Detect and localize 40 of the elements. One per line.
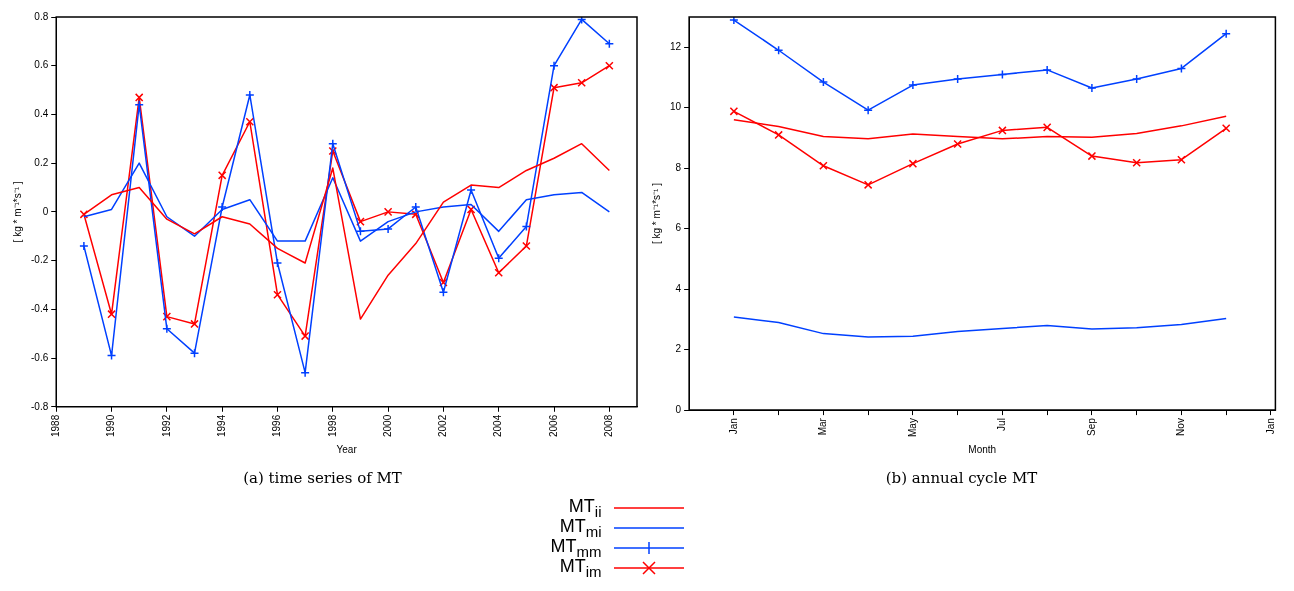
y-axis-title: [ kg * m⁻¹*s⁻¹ ] xyxy=(650,182,662,245)
x-tick-label: Mar xyxy=(817,417,829,436)
y-tick-label: 0.4 xyxy=(34,108,49,120)
y-tick-label: 0 xyxy=(675,403,682,415)
y-tick-label: 0.6 xyxy=(34,59,49,71)
y-tick-label: 10 xyxy=(670,101,682,113)
x-tick-label: Sep xyxy=(1085,417,1097,436)
x-tick-label: 1990 xyxy=(105,414,117,437)
y-tick-label: 0.8 xyxy=(34,10,49,22)
x-tick-label: 1988 xyxy=(49,414,61,437)
x-tick-label: 2002 xyxy=(437,414,449,437)
y-axis-title: [ kg * m⁻¹*s⁻¹ ] xyxy=(11,181,23,243)
x-tick-label: 2000 xyxy=(381,414,393,437)
y-tick-label: 0.2 xyxy=(34,156,49,168)
x-tick-label: 1992 xyxy=(160,414,172,437)
x-tick-label: 1998 xyxy=(326,414,338,437)
text: (a) time series of MT xyxy=(243,468,402,487)
y-tick-label: 4 xyxy=(675,282,682,294)
text: (b) annual cycle MT xyxy=(885,468,1038,487)
x-tick-label: 2006 xyxy=(547,414,559,437)
y-tick-label: -0.6 xyxy=(31,351,49,363)
y-tick-label: -0.2 xyxy=(31,254,49,266)
y-tick-label: -0.4 xyxy=(31,303,49,315)
x-tick-label: Jan xyxy=(727,418,739,435)
y-tick-label: 2 xyxy=(675,343,682,355)
x-axis-title: Year xyxy=(336,443,358,455)
x-tick-label: 2004 xyxy=(492,414,504,437)
y-tick-label: 0 xyxy=(42,205,49,217)
x-tick-label: 1996 xyxy=(271,414,283,437)
x-tick-label: May xyxy=(906,418,918,438)
x-axis-title: Month xyxy=(968,443,997,455)
x-tick-label: 1994 xyxy=(215,414,227,437)
y-tick-label: 8 xyxy=(675,161,682,173)
y-tick-label: -0.8 xyxy=(31,400,49,412)
y-tick-label: 6 xyxy=(675,222,682,234)
x-tick-label: Jul xyxy=(996,418,1008,431)
x-tick-label: Jan xyxy=(1264,418,1276,435)
y-tick-label: 12 xyxy=(670,40,682,52)
x-tick-label: 2008 xyxy=(603,414,615,437)
x-tick-label: Nov xyxy=(1175,418,1187,436)
